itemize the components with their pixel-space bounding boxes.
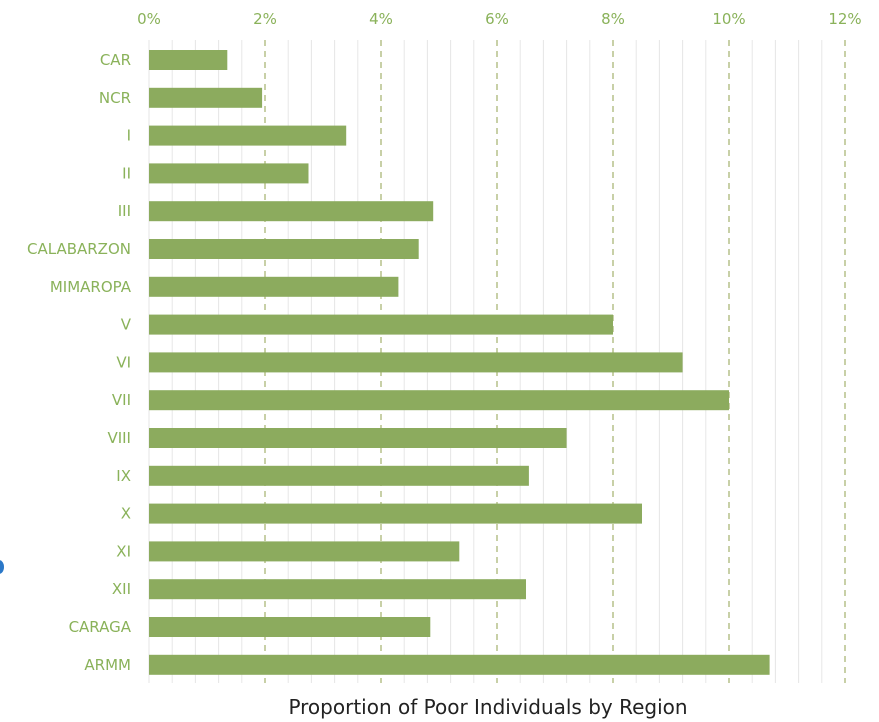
bar: [149, 239, 419, 259]
bar: [149, 87, 263, 108]
x-axis-title: Proportion of Poor Individuals by Region: [288, 695, 687, 719]
category-label: IX: [116, 467, 131, 485]
bar: [149, 163, 309, 184]
category-label: VII: [112, 391, 131, 409]
category-label: CARAGA: [69, 618, 132, 636]
bar: [149, 276, 399, 297]
category-label: III: [118, 202, 131, 220]
category-label: NCR: [99, 89, 131, 107]
category-label: CAR: [100, 51, 131, 69]
bars: [149, 50, 770, 675]
bar: [149, 503, 642, 524]
x-tick-label: 0%: [137, 10, 161, 28]
bar: [149, 428, 567, 448]
x-tick-label: 12%: [828, 10, 861, 28]
x-tick-label: 10%: [712, 10, 745, 28]
x-tick-label: 8%: [601, 10, 625, 28]
edge-decoration: [0, 560, 4, 574]
x-tick-label: 6%: [485, 10, 509, 28]
bar: [149, 125, 347, 146]
bar: [149, 617, 431, 637]
category-label: CALABARZON: [27, 240, 131, 258]
category-label: X: [121, 505, 131, 523]
category-label: XI: [116, 542, 131, 560]
bar: [149, 314, 613, 335]
bar: [149, 579, 526, 600]
bar: [149, 352, 683, 373]
category-label: V: [121, 316, 132, 334]
category-label: II: [122, 164, 131, 182]
y-axis-category-labels: CARNCRIIIIIICALABARZONMIMAROPAVVIVIIVIII…: [27, 51, 132, 674]
category-label: VIII: [107, 429, 131, 447]
category-label: I: [127, 127, 131, 145]
bar: [149, 50, 228, 70]
bar: [149, 541, 460, 562]
category-label: VI: [116, 353, 131, 371]
category-label: ARMM: [84, 656, 131, 674]
x-tick-label: 2%: [253, 10, 277, 28]
category-label: MIMAROPA: [50, 278, 132, 296]
bar: [149, 654, 770, 675]
bar: [149, 390, 729, 411]
bar: [149, 465, 529, 486]
x-axis-tick-labels: 0% 2% 4% 6% 8% 10% 12%: [137, 10, 862, 28]
category-label: XII: [112, 580, 131, 598]
bar: [149, 201, 434, 222]
x-tick-label: 4%: [369, 10, 393, 28]
